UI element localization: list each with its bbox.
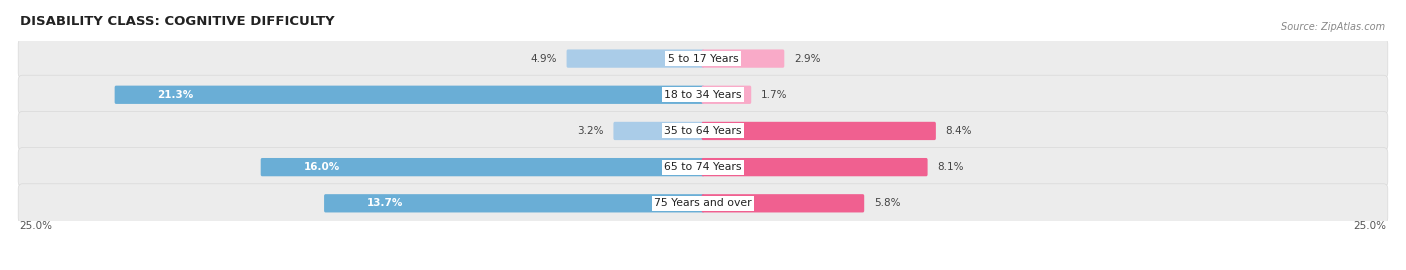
Text: 8.1%: 8.1% — [938, 162, 963, 172]
FancyBboxPatch shape — [18, 184, 1388, 223]
FancyBboxPatch shape — [613, 122, 704, 140]
Text: 25.0%: 25.0% — [1354, 221, 1386, 231]
FancyBboxPatch shape — [702, 122, 936, 140]
Text: 21.3%: 21.3% — [157, 90, 194, 100]
Text: 65 to 74 Years: 65 to 74 Years — [664, 162, 742, 172]
Text: 25.0%: 25.0% — [20, 221, 52, 231]
Text: 1.7%: 1.7% — [761, 90, 787, 100]
FancyBboxPatch shape — [702, 49, 785, 68]
Text: 18 to 34 Years: 18 to 34 Years — [664, 90, 742, 100]
FancyBboxPatch shape — [115, 86, 704, 104]
Text: 5 to 17 Years: 5 to 17 Years — [668, 53, 738, 64]
FancyBboxPatch shape — [323, 194, 704, 212]
Text: 5.8%: 5.8% — [875, 198, 900, 208]
FancyBboxPatch shape — [702, 158, 928, 176]
Text: 8.4%: 8.4% — [945, 126, 972, 136]
Text: 4.9%: 4.9% — [530, 53, 557, 64]
FancyBboxPatch shape — [18, 39, 1388, 78]
Text: 35 to 64 Years: 35 to 64 Years — [664, 126, 742, 136]
Text: 16.0%: 16.0% — [304, 162, 340, 172]
FancyBboxPatch shape — [18, 148, 1388, 187]
Text: 3.2%: 3.2% — [578, 126, 603, 136]
FancyBboxPatch shape — [18, 75, 1388, 114]
FancyBboxPatch shape — [18, 112, 1388, 150]
Text: DISABILITY CLASS: COGNITIVE DIFFICULTY: DISABILITY CLASS: COGNITIVE DIFFICULTY — [20, 15, 335, 28]
FancyBboxPatch shape — [702, 86, 751, 104]
Text: Source: ZipAtlas.com: Source: ZipAtlas.com — [1281, 22, 1385, 32]
FancyBboxPatch shape — [567, 49, 704, 68]
FancyBboxPatch shape — [702, 194, 865, 212]
Text: 75 Years and over: 75 Years and over — [654, 198, 752, 208]
FancyBboxPatch shape — [260, 158, 704, 176]
Text: 2.9%: 2.9% — [794, 53, 821, 64]
Text: 13.7%: 13.7% — [367, 198, 404, 208]
